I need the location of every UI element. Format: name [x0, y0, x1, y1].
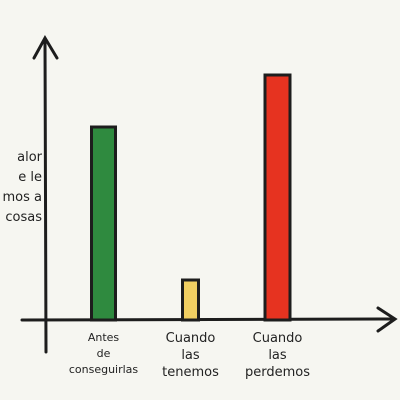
x-tick-label: Cuando las tenemos: [162, 331, 219, 380]
y-axis-arrow: [32, 34, 59, 60]
bar: [181, 278, 200, 322]
bar: [263, 73, 292, 322]
x-axis: [20, 317, 396, 322]
bar: [90, 125, 117, 322]
x-axis-arrow: [376, 306, 398, 333]
x-tick-label: Cuando las perdemos: [244, 331, 310, 380]
y-axis: [43, 38, 48, 354]
axes: [20, 34, 398, 354]
x-tick-label: Antes de conseguirlas: [68, 331, 139, 376]
y-axis-label: alor e le mos a cosas: [2, 150, 43, 225]
